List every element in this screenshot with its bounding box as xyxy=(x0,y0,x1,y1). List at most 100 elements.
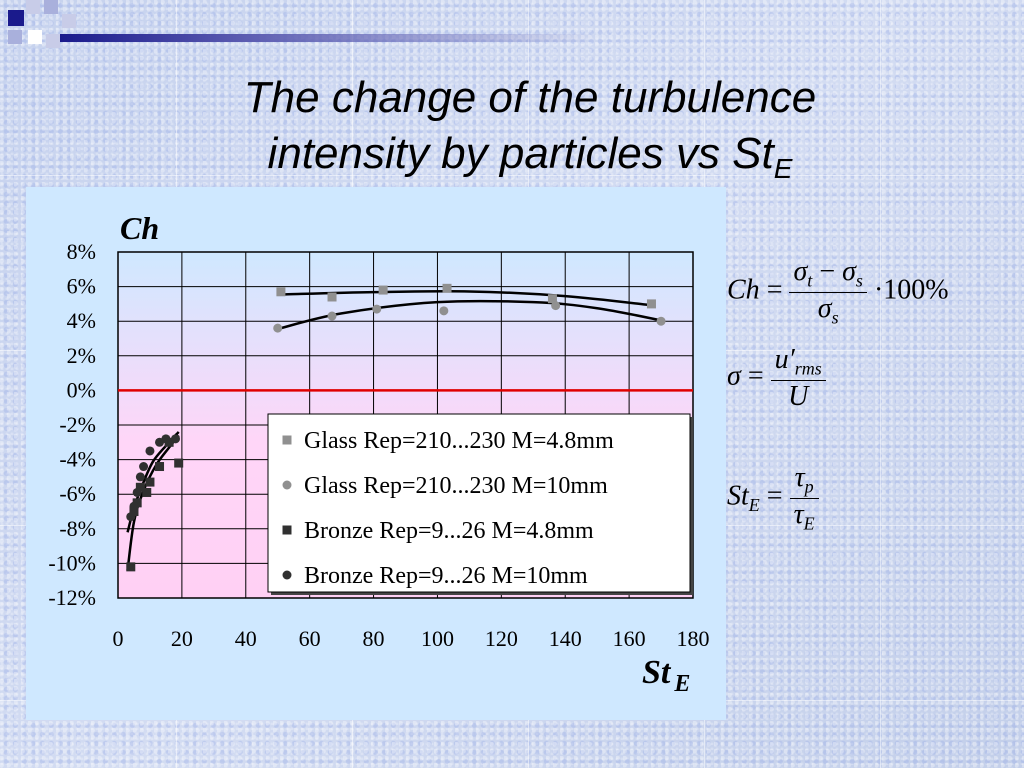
y-tick-label: -8% xyxy=(59,516,96,541)
x-axis-label-subscript: E xyxy=(674,671,691,697)
formula-st-lhs-sub: E xyxy=(748,495,760,516)
formula-st-eq: = xyxy=(766,480,783,512)
sigma-s-den: σ xyxy=(817,292,832,324)
formula-sigma-lhs: σ xyxy=(727,360,741,392)
x-tick-label: 40 xyxy=(235,626,257,651)
title-subscript: E xyxy=(773,153,793,184)
data-point xyxy=(646,299,656,309)
data-point xyxy=(276,287,286,297)
legend-entry: Glass Rep=210...230 M=10mm xyxy=(304,473,608,499)
y-tick-label: -2% xyxy=(59,412,96,437)
data-point xyxy=(129,501,139,511)
slide-title: The change of the turbulence intensity b… xyxy=(130,70,930,197)
formula-ch-eq: = xyxy=(766,274,783,306)
data-point xyxy=(135,482,145,492)
data-point xyxy=(164,437,174,447)
data-point xyxy=(273,323,283,333)
y-tick-label: 8% xyxy=(67,239,96,264)
data-point xyxy=(551,301,561,311)
trendline xyxy=(284,289,655,307)
x-tick-label: 160 xyxy=(613,626,646,651)
legend-entry: Bronze Rep=9...26 M=10mm xyxy=(304,563,588,589)
data-point xyxy=(132,487,142,497)
formula-sigma-fraction: u′rms U xyxy=(770,344,826,413)
legend-box xyxy=(267,413,691,593)
x-tick-label: 180 xyxy=(677,626,710,651)
title-line-1: The change of the turbulence xyxy=(243,73,817,122)
x-tick-label: 60 xyxy=(299,626,321,651)
data-point xyxy=(327,292,337,302)
y-axis-label: Ch xyxy=(120,210,160,246)
formula-sigma-eq: = xyxy=(747,360,764,392)
formula-ch-lhs: Ch xyxy=(727,274,760,306)
background-line xyxy=(0,175,1024,176)
title-line-2-text: intensity by particles vs St xyxy=(267,129,774,178)
formula-st: StE = τp τE xyxy=(727,462,819,534)
data-point xyxy=(126,562,136,572)
formula-ch-denominator: σs xyxy=(789,293,866,329)
x-tick-label: 120 xyxy=(485,626,518,651)
data-points xyxy=(126,283,666,572)
data-point xyxy=(372,304,382,314)
formula-sigma: σ = u′rms U xyxy=(727,344,826,413)
x-tick-label: 80 xyxy=(363,626,385,651)
title-line-2: intensity by particles vs StE xyxy=(130,126,930,197)
y-tick-label: 2% xyxy=(67,343,96,368)
trendline xyxy=(277,299,662,331)
legend-entry: Bronze Rep=9...26 M=4.8mm xyxy=(304,518,594,544)
y-tick-label: 4% xyxy=(67,308,96,333)
legend-marker xyxy=(282,525,292,535)
y-tick-label: -4% xyxy=(59,447,96,472)
y-tick-label: 6% xyxy=(67,274,96,299)
y-tick-labels: 8% 6% 4% 2% 0% -2% -4% -6% -8% -10% -12% xyxy=(48,239,96,610)
formula-st-numerator: τp xyxy=(789,462,819,499)
x-axis-label: St E xyxy=(642,654,690,697)
data-point xyxy=(161,434,171,444)
sub-rms: rms xyxy=(794,358,822,379)
data-point xyxy=(439,306,449,316)
formula-st-lhs: St xyxy=(727,480,749,512)
data-point xyxy=(378,285,388,295)
formula-ch-factor: ·100% xyxy=(873,274,949,306)
data-point xyxy=(155,462,165,472)
tau-e: τ xyxy=(793,498,804,530)
data-point xyxy=(547,294,557,304)
y-tick-label: -10% xyxy=(48,550,96,575)
formula-st-fraction: τp τE xyxy=(789,462,819,535)
legend: Glass Rep=210...230 M=4.8mm Glass Rep=210… xyxy=(267,413,693,595)
minus-sign: − xyxy=(819,256,836,287)
sub-p: p xyxy=(804,476,814,497)
sigma-t: σ xyxy=(793,256,808,287)
sub-e: E xyxy=(803,513,815,534)
legend-marker xyxy=(282,570,292,580)
y-tick-label: -6% xyxy=(59,481,96,506)
data-point xyxy=(132,498,142,508)
data-point xyxy=(656,316,666,326)
data-point xyxy=(135,472,145,482)
data-point xyxy=(145,477,155,487)
data-point xyxy=(139,462,149,472)
sigma-s: σ xyxy=(842,256,856,287)
u-prime: u′ xyxy=(774,344,795,375)
data-point xyxy=(145,446,155,456)
legend-marker xyxy=(282,480,292,490)
x-tick-labels: 0 20 40 60 80 100 120 140 160 180 xyxy=(113,626,710,651)
data-point xyxy=(126,512,136,522)
formula-st-denominator: τE xyxy=(790,499,819,535)
x-tick-label: 140 xyxy=(549,626,582,651)
legend-marker xyxy=(282,435,292,445)
sub-s: s xyxy=(855,270,863,291)
x-tick-label: 0 xyxy=(113,626,124,651)
sub-s-den: s xyxy=(831,307,839,328)
data-point xyxy=(327,311,337,321)
formula-sigma-denominator: U xyxy=(788,380,809,412)
data-point xyxy=(442,283,452,293)
tau-p: τ xyxy=(794,462,805,493)
sub-t: t xyxy=(807,270,813,291)
data-point xyxy=(129,507,139,516)
formula-ch: Ch = σt − σs σs ·100% xyxy=(727,256,949,328)
data-point xyxy=(174,458,184,468)
formula-ch-fraction: σt − σs σs xyxy=(789,256,867,329)
y-tick-label: 0% xyxy=(67,377,96,402)
